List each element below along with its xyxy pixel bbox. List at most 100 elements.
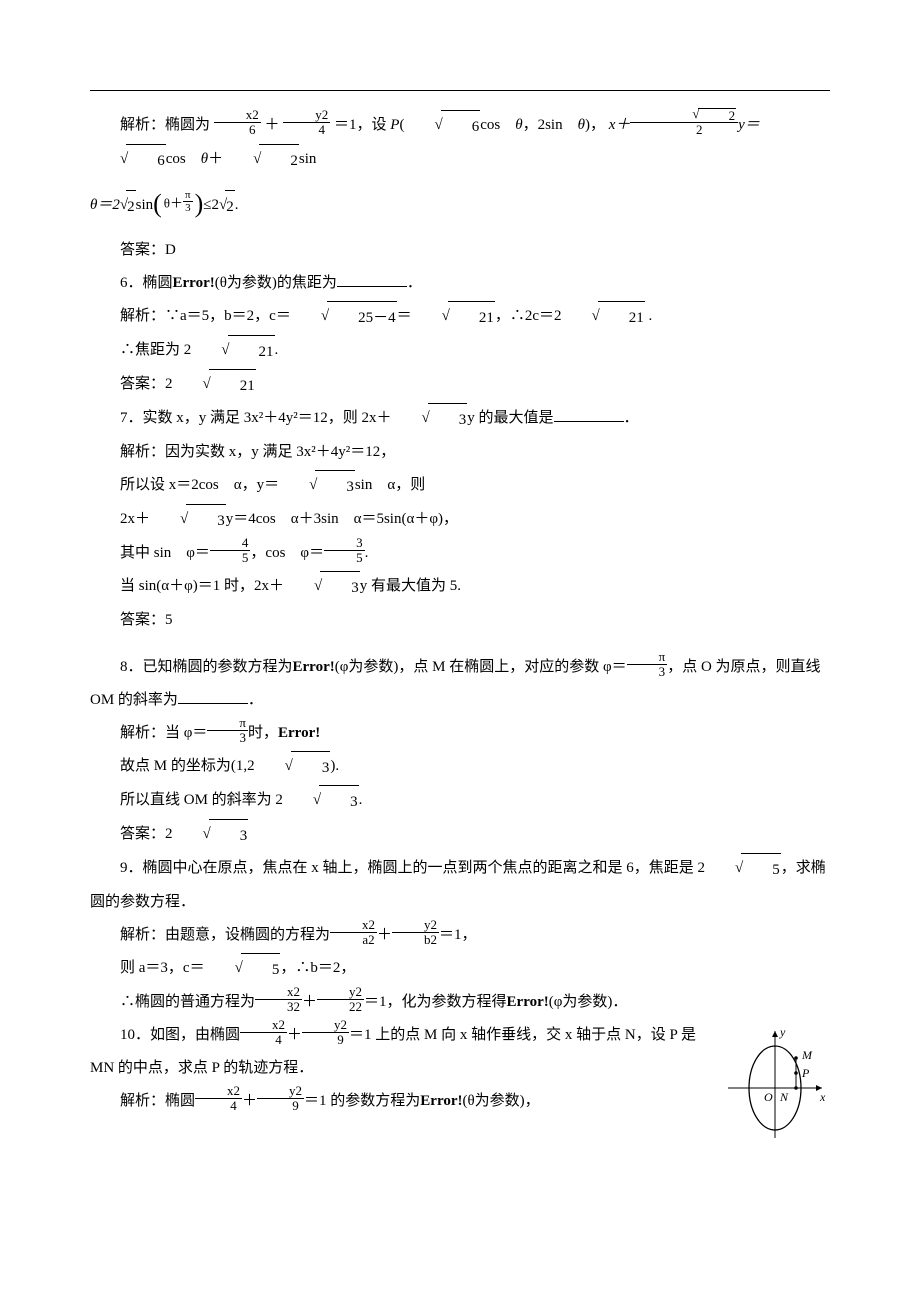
p7-answer: 答案：5: [90, 604, 830, 637]
text: 解析：当 φ＝: [120, 725, 207, 741]
fraction: π3: [183, 189, 193, 214]
sqrt-icon: √21: [562, 300, 645, 334]
fraction: θ＋π3: [162, 192, 195, 217]
sqrt-icon: √3: [392, 402, 468, 436]
p6-question: 6．椭圆Error!(θ为参数)的焦距为．: [90, 267, 830, 300]
text: 9．椭圆中心在原点，焦点在 x 轴上，椭圆上的一点到两个焦点的距离之和是 6，焦…: [120, 860, 705, 876]
text: )，: [585, 117, 605, 133]
text: y＝4cos α＋3sin α＝5sin(α＋φ)，: [226, 511, 458, 527]
p6-so: ∴焦距为 2√21.: [90, 334, 830, 368]
text: 8．已知椭圆的参数方程为: [120, 659, 293, 675]
error-text: Error!: [507, 994, 549, 1010]
sqrt-icon: √2: [662, 107, 736, 122]
error-text: Error!: [278, 725, 320, 741]
text: ∴椭圆的普通方程为: [120, 994, 255, 1010]
text: 7．实数 x，y 满足 3x²＋4y²＝12，则 2x＋: [120, 410, 392, 426]
sqrt-icon: √6: [90, 143, 166, 177]
text: ∴焦距为 2: [120, 342, 191, 358]
text: θ＝2: [90, 197, 120, 213]
paren-right-icon: ): [195, 175, 204, 232]
sqrt-icon: √5: [205, 952, 281, 986]
text: ，2sin: [523, 117, 563, 133]
sqrt-icon: √3: [150, 503, 226, 537]
answer-label: 答案：2: [120, 826, 173, 842]
fraction: 45: [210, 536, 251, 566]
text: 所以设 x＝2cos α，y＝: [120, 477, 279, 493]
p9-a1: 解析：由题意，设椭圆的方程为x2a2＋y2b2＝1，: [90, 919, 830, 952]
sqrt-icon: √2: [223, 143, 299, 177]
p5-answer: 答案：D: [90, 234, 830, 267]
p5-analysis-line1: 解析：椭圆为 x26 ＋ y24 ＝1，设 P(√6cos θ，2sin θ)，…: [90, 109, 830, 177]
text: y 的最大值是: [467, 410, 553, 426]
p8-a2: 故点 M 的坐标为(1,2√3).: [90, 750, 830, 784]
p7-a2: 所以设 x＝2cos α，y＝√3sin α，则: [90, 469, 830, 503]
sqrt-icon: √3: [173, 818, 249, 852]
fraction: y29: [257, 1084, 304, 1114]
text: ).: [330, 758, 339, 774]
text: 解析：由题意，设椭圆的方程为: [120, 927, 330, 943]
text: ＝1 的参数方程为: [304, 1093, 420, 1109]
text: ，cos φ＝: [250, 545, 324, 561]
text: 10．如图，由椭圆: [120, 1027, 240, 1043]
text: 解析：椭圆: [120, 1093, 195, 1109]
label-y: y: [779, 1025, 786, 1039]
fraction: x2a2: [330, 918, 377, 948]
sqrt-icon: √3: [283, 784, 359, 818]
error-text: Error!: [173, 275, 215, 291]
fraction: 35: [324, 536, 365, 566]
fraction: π3: [207, 716, 248, 746]
label-N: N: [779, 1090, 789, 1104]
spacer: [90, 637, 830, 651]
error-text: Error!: [420, 1093, 462, 1109]
text: 解析：椭圆为: [120, 117, 210, 133]
ellipse-svg: y x O M P N: [720, 1023, 830, 1143]
fraction: x26: [214, 108, 261, 138]
text: sin: [299, 151, 317, 167]
fraction: y2b2: [392, 918, 439, 948]
text: 解析：∵a＝5，b＝2，c＝: [120, 308, 291, 324]
p10-question: 10．如图，由椭圆x24＋y29＝1 上的点 M 向 x 轴作垂线，交 x 轴于…: [90, 1019, 830, 1085]
page: 解析：椭圆为 x26 ＋ y24 ＝1，设 P(√6cos θ，2sin θ)，…: [0, 0, 920, 1207]
label-M: M: [801, 1048, 813, 1062]
p8-a3: 所以直线 OM 的斜率为 2√3.: [90, 784, 830, 818]
p7-a5: 当 sin(α＋φ)＝1 时，2x＋√3y 有最大值为 5.: [90, 570, 830, 604]
sqrt-icon: √3: [284, 570, 360, 604]
sqrt-icon: √2: [120, 189, 136, 223]
text: (θ为参数)，: [463, 1093, 540, 1109]
label-O: O: [764, 1090, 773, 1104]
fraction: y29: [302, 1018, 349, 1048]
text: ＋: [208, 151, 223, 167]
text: ≤2: [203, 197, 219, 213]
text: ＋: [242, 1093, 257, 1109]
top-rule: [90, 90, 830, 91]
fraction: y222: [317, 985, 364, 1015]
sqrt-icon: √3: [279, 469, 355, 503]
label-P: P: [801, 1066, 810, 1080]
blank-line: [337, 271, 407, 287]
p7-a1: 解析：因为实数 x，y 满足 3x²＋4y²＝12，: [90, 436, 830, 469]
paren-left-icon: (: [153, 175, 162, 232]
p9-a2: 则 a＝3，c＝√5，∴b＝2，: [90, 952, 830, 986]
text: 则 a＝3，c＝: [120, 960, 205, 976]
text: ＋: [377, 927, 392, 943]
sqrt-icon: √3: [255, 750, 331, 784]
text: .: [235, 197, 239, 213]
text: ＋: [302, 994, 317, 1010]
sqrt-icon: √6: [404, 109, 480, 143]
p5-analysis-line2: θ＝2√2sin(θ＋π3)≤2√2.: [90, 177, 830, 234]
p6-analysis: 解析：∵a＝5，b＝2，c＝√25－4＝√21，∴2c＝2√21 .: [90, 300, 830, 334]
text: y 有最大值为 5.: [360, 578, 461, 594]
text: ，∴2c＝2: [495, 308, 562, 324]
theta: θ: [515, 117, 522, 133]
text: sin: [136, 197, 154, 213]
answer-label: 答案：D: [120, 242, 176, 258]
p8-question: 8．已知椭圆的参数方程为Error!(φ为参数)，点 M 在椭圆上，对应的参数 …: [90, 651, 830, 717]
p10-a1: 解析：椭圆x24＋y29＝1 的参数方程为Error!(θ为参数)，: [90, 1085, 830, 1118]
text: 解析：因为实数 x，y 满足 3x²＋4y²＝12，: [120, 444, 395, 460]
text: 2x＋: [120, 511, 150, 527]
label-x: x: [819, 1090, 826, 1104]
p9-question: 9．椭圆中心在原点，焦点在 x 轴上，椭圆上的一点到两个焦点的距离之和是 6，焦…: [90, 852, 830, 919]
sqrt-icon: √21: [173, 368, 256, 402]
p9-a3: ∴椭圆的普通方程为x232＋y222＝1，化为参数方程得Error!(φ为参数)…: [90, 986, 830, 1019]
text: 故点 M 的坐标为(1,2: [120, 758, 255, 774]
